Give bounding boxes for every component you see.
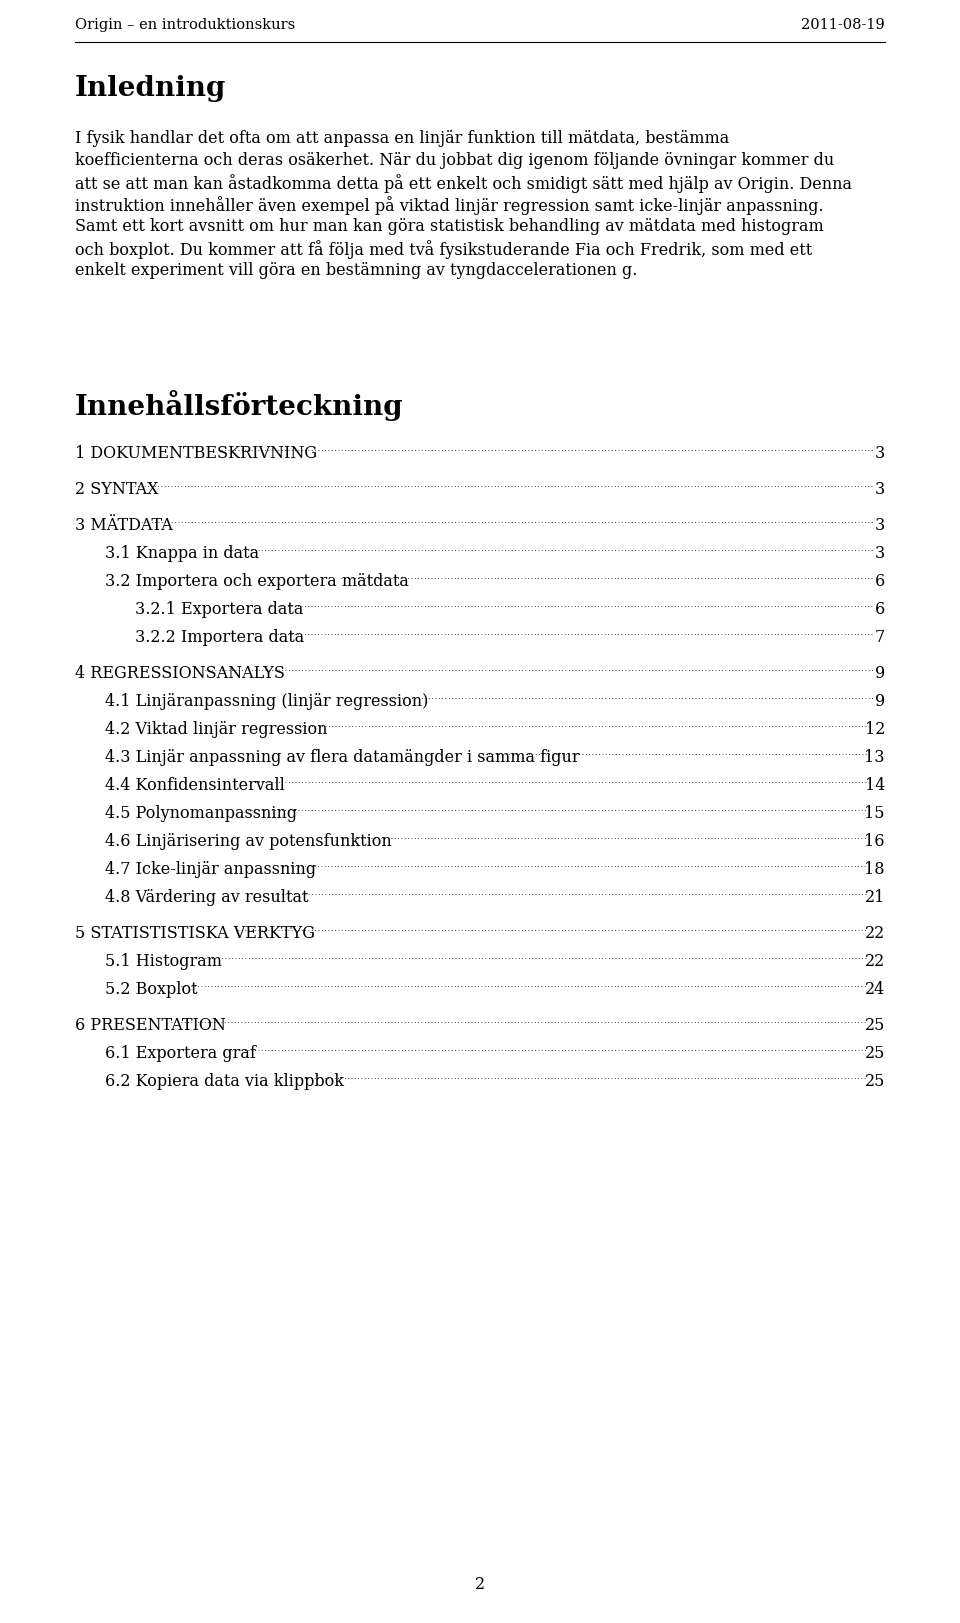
Text: 18: 18 [865,860,885,878]
Text: 4 REGRESSIONSANALYS: 4 REGRESSIONSANALYS [75,665,285,682]
Text: 3: 3 [875,445,885,463]
Text: 4.6 Linjärisering av potensfunktion: 4.6 Linjärisering av potensfunktion [105,833,392,850]
Text: instruktion innehåller även exempel på viktad linjär regression samt icke-linjär: instruktion innehåller även exempel på v… [75,196,824,214]
Text: 13: 13 [865,748,885,766]
Text: 2 SYNTAX: 2 SYNTAX [75,480,158,498]
Text: Origin – en introduktionskurs: Origin – en introduktionskurs [75,18,296,32]
Text: 6 PRESENTATION: 6 PRESENTATION [75,1018,226,1034]
Text: Innehållsförteckning: Innehållsförteckning [75,390,403,420]
Text: Samt ett kort avsnitt om hur man kan göra statistisk behandling av mätdata med h: Samt ett kort avsnitt om hur man kan gör… [75,217,824,235]
Text: 6: 6 [875,573,885,591]
Text: 4.1 Linjäranpassning (linjär regression): 4.1 Linjäranpassning (linjär regression) [105,693,428,709]
Text: 25: 25 [865,1045,885,1061]
Text: 12: 12 [865,721,885,738]
Text: 3 MÄTDATA: 3 MÄTDATA [75,518,173,534]
Text: 9: 9 [875,693,885,709]
Text: 6: 6 [875,601,885,618]
Text: 2: 2 [475,1576,485,1594]
Text: 6.1 Exportera graf: 6.1 Exportera graf [105,1045,256,1061]
Text: 6.2 Kopiera data via klippbok: 6.2 Kopiera data via klippbok [105,1073,344,1091]
Text: 4.8 Värdering av resultat: 4.8 Värdering av resultat [105,889,308,906]
Text: att se att man kan åstadkomma detta på ett enkelt och smidigt sätt med hjälp av : att se att man kan åstadkomma detta på e… [75,174,852,193]
Text: 25: 25 [865,1018,885,1034]
Text: 7: 7 [875,630,885,646]
Text: 3.2.1 Exportera data: 3.2.1 Exportera data [135,601,303,618]
Text: koefficienterna och deras osäkerhet. När du jobbat dig igenom följande övningar : koefficienterna och deras osäkerhet. När… [75,153,834,169]
Text: 22: 22 [865,953,885,971]
Text: Inledning: Inledning [75,75,227,102]
Text: 3.2.2 Importera data: 3.2.2 Importera data [135,630,304,646]
Text: 5.1 Histogram: 5.1 Histogram [105,953,222,971]
Text: enkelt experiment vill göra en bestämning av tyngdaccelerationen g.: enkelt experiment vill göra en bestämnin… [75,261,637,279]
Text: 14: 14 [865,777,885,794]
Text: 16: 16 [865,833,885,850]
Text: 9: 9 [875,665,885,682]
Text: 4.3 Linjär anpassning av flera datamängder i samma figur: 4.3 Linjär anpassning av flera datamängd… [105,748,580,766]
Text: 3: 3 [875,545,885,562]
Text: 3: 3 [875,480,885,498]
Text: 2011-08-19: 2011-08-19 [802,18,885,32]
Text: 3.2 Importera och exportera mätdata: 3.2 Importera och exportera mätdata [105,573,409,591]
Text: 5 STATISTISTISKA VERKTYG: 5 STATISTISTISKA VERKTYG [75,925,315,941]
Text: I fysik handlar det ofta om att anpassa en linjär funktion till mätdata, bestämm: I fysik handlar det ofta om att anpassa … [75,130,730,148]
Text: 25: 25 [865,1073,885,1091]
Text: 3: 3 [875,518,885,534]
Text: 4.7 Icke-linjär anpassning: 4.7 Icke-linjär anpassning [105,860,316,878]
Text: 3.1 Knappa in data: 3.1 Knappa in data [105,545,259,562]
Text: 21: 21 [865,889,885,906]
Text: 24: 24 [865,980,885,998]
Text: och boxplot. Du kommer att få följa med två fysikstuderande Fia och Fredrik, som: och boxplot. Du kommer att få följa med … [75,240,812,260]
Text: 5.2 Boxplot: 5.2 Boxplot [105,980,198,998]
Text: 22: 22 [865,925,885,941]
Text: 4.5 Polynomanpassning: 4.5 Polynomanpassning [105,805,298,821]
Text: 4.4 Konfidensintervall: 4.4 Konfidensintervall [105,777,285,794]
Text: 4.2 Viktad linjär regression: 4.2 Viktad linjär regression [105,721,327,738]
Text: 1 DOKUMENTBESKRIVNING: 1 DOKUMENTBESKRIVNING [75,445,317,463]
Text: 15: 15 [865,805,885,821]
